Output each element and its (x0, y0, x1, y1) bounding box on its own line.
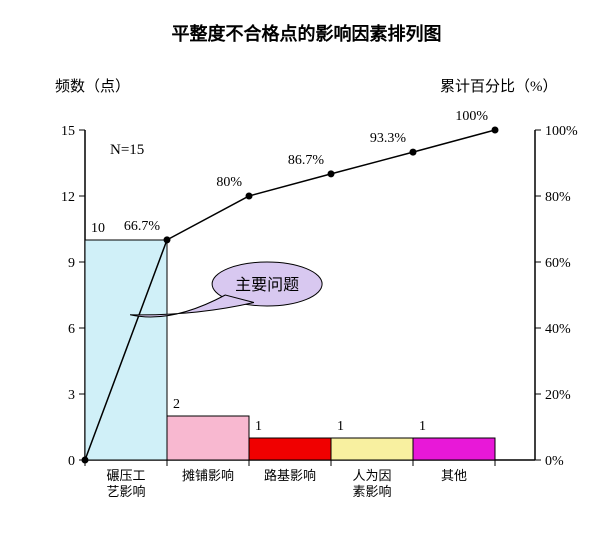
y-left-tick-label: 12 (61, 190, 75, 205)
x-category-label: 路基影响 (249, 468, 331, 484)
cum-pct-label: 93.3% (370, 131, 407, 146)
line-marker (164, 236, 171, 243)
bar-value-label: 1 (255, 419, 262, 434)
bar-value-label: 1 (419, 419, 426, 434)
line-marker (328, 170, 335, 177)
bar (331, 438, 413, 460)
cum-pct-label: 80% (216, 175, 242, 190)
y-right-tick-label: 60% (545, 256, 571, 271)
x-category-label: 人为因素影响 (331, 468, 413, 499)
cum-pct-label: 66.7% (124, 219, 161, 234)
bar-value-label: 10 (91, 221, 105, 236)
line-marker (246, 193, 253, 200)
bar (249, 438, 331, 460)
bar (167, 416, 249, 460)
bar-value-label: 1 (337, 419, 344, 434)
line-marker (492, 127, 499, 134)
chart-container: 平整度不合格点的影响因素排列图 频数（点） 累计百分比（%） N=15 0369… (0, 0, 613, 543)
y-right-tick-label: 20% (545, 388, 571, 403)
y-right-tick-label: 80% (545, 190, 571, 205)
line-marker (410, 149, 417, 156)
y-right-tick-label: 40% (545, 322, 571, 337)
x-category-label: 摊铺影响 (167, 468, 249, 484)
bar-value-label: 2 (173, 397, 180, 412)
y-right-tick-label: 100% (545, 124, 578, 139)
pareto-chart: 0 3 6 9 12 15 0% 20% 40% 60% 80% 100% 10 2 1 1 1 66.7% 80%… (0, 0, 613, 543)
y-left-tick-label: 9 (68, 256, 75, 271)
y-left-tick-label: 0 (68, 454, 75, 469)
x-category-label: 碾压工艺影响 (85, 468, 167, 499)
x-category-label: 其他 (413, 468, 495, 484)
y-right-tick-label: 0% (545, 454, 564, 469)
bar (413, 438, 495, 460)
y-left-tick-label: 3 (68, 388, 75, 403)
y-left-tick-label: 15 (61, 124, 75, 139)
cum-pct-label: 100% (455, 109, 488, 124)
callout-text: 主要问题 (235, 276, 299, 294)
y-left-tick-label: 6 (68, 322, 75, 337)
cum-pct-label: 86.7% (288, 153, 325, 168)
